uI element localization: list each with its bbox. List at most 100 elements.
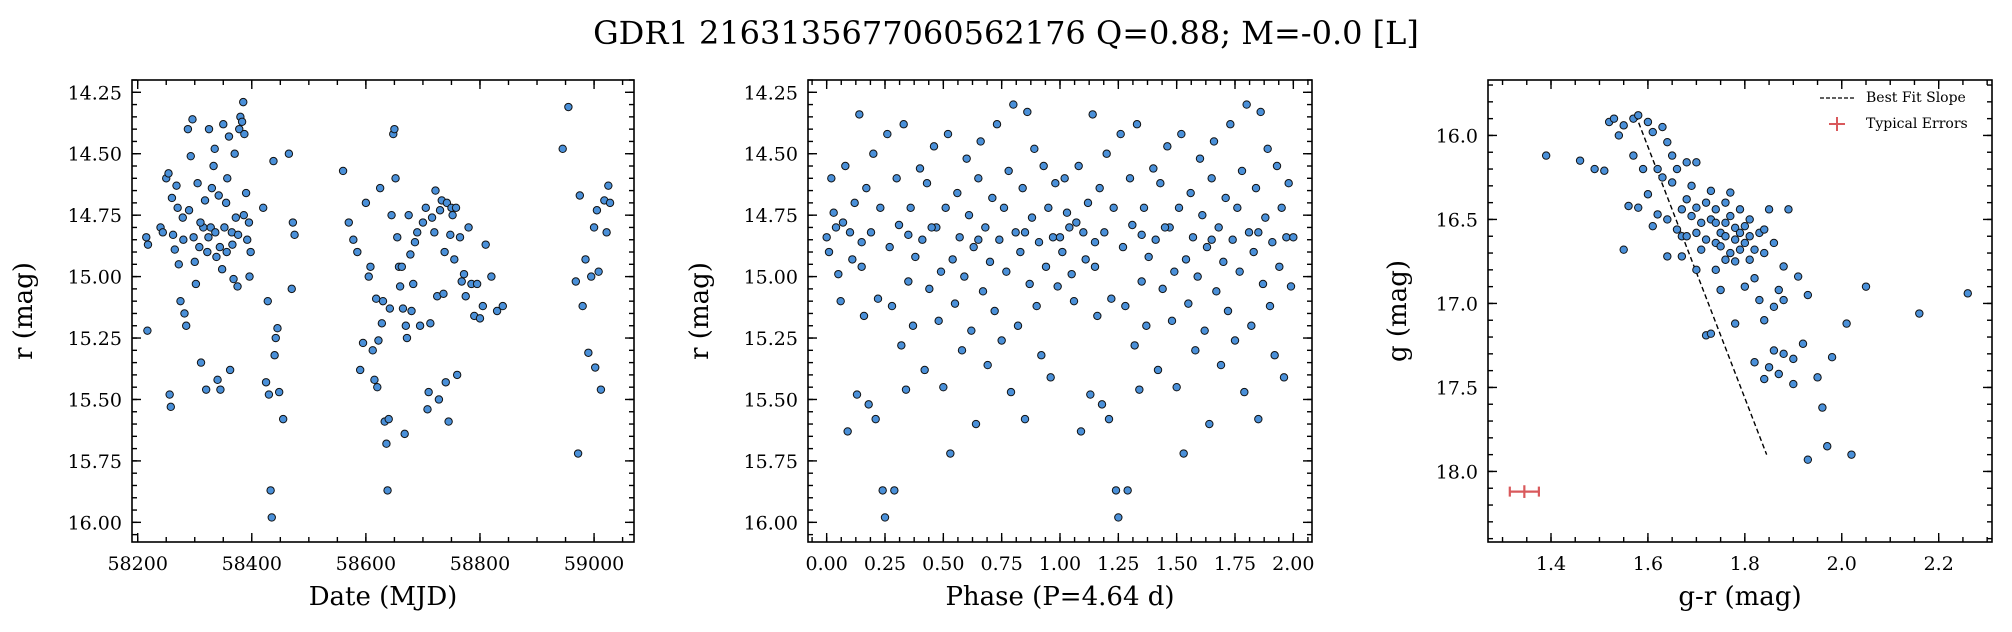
- data-point: [1069, 296, 1079, 306]
- data-point: [1823, 442, 1832, 451]
- data-point: [1289, 233, 1298, 242]
- data-point: [220, 223, 229, 232]
- data-point: [594, 267, 603, 276]
- x-tick-label: 58400: [222, 553, 282, 575]
- data-point: [487, 272, 496, 281]
- data-point: [1219, 257, 1228, 267]
- data-point: [391, 174, 400, 183]
- data-point: [1268, 237, 1277, 247]
- data-point: [1041, 262, 1051, 271]
- data-point: [1048, 233, 1058, 242]
- data-point: [925, 284, 934, 294]
- data-point: [439, 289, 448, 298]
- data-point: [827, 174, 836, 183]
- data-point: [415, 321, 425, 330]
- data-point: [377, 319, 387, 328]
- x-axis-label: Phase (P=4.64 d): [945, 582, 1174, 612]
- data-point: [284, 149, 294, 158]
- data-point: [1053, 282, 1062, 291]
- data-point: [233, 282, 242, 291]
- data-point: [173, 203, 182, 212]
- typical-error-bar: [1508, 485, 1540, 498]
- data-point: [1692, 228, 1701, 238]
- data-point: [224, 132, 234, 141]
- x-tick-label: 1.75: [1214, 553, 1256, 575]
- data-point: [894, 220, 904, 230]
- data-point: [378, 296, 388, 306]
- data-point: [1701, 235, 1711, 244]
- data-point: [852, 390, 862, 399]
- data-point: [829, 208, 838, 217]
- data-point: [843, 427, 852, 436]
- data-point: [266, 486, 275, 495]
- data-point: [1184, 299, 1193, 308]
- axes-frame: [1487, 79, 1993, 543]
- data-point: [1158, 284, 1167, 294]
- data-point: [203, 247, 212, 257]
- data-point: [1730, 257, 1740, 266]
- data-point: [269, 156, 278, 166]
- data-point: [990, 306, 999, 316]
- data-point: [1242, 100, 1251, 109]
- data-point: [571, 277, 581, 286]
- data-point: [962, 154, 971, 163]
- data-point: [908, 321, 918, 330]
- data-point: [587, 272, 596, 281]
- data-point: [1721, 232, 1730, 241]
- x-tick-label: 59000: [564, 553, 624, 575]
- data-point: [338, 166, 348, 176]
- data-point: [201, 385, 211, 394]
- data-point: [971, 419, 981, 429]
- data-point: [1016, 247, 1025, 257]
- data-point: [189, 233, 198, 242]
- y-tick-label: 16.00: [744, 512, 798, 534]
- data-point: [864, 400, 873, 409]
- data-point: [244, 218, 254, 227]
- data-point: [143, 240, 153, 249]
- data-point: [1677, 205, 1687, 214]
- data-point: [1779, 349, 1788, 359]
- data-point: [1235, 267, 1244, 276]
- data-point: [397, 262, 407, 271]
- data-point: [184, 206, 194, 215]
- data-point: [953, 188, 962, 198]
- data-point: [1687, 181, 1696, 191]
- data-point: [596, 385, 606, 394]
- data-point: [1109, 203, 1118, 212]
- data-point: [946, 449, 955, 458]
- data-point: [431, 186, 440, 195]
- data-point: [398, 304, 408, 313]
- data-point: [883, 129, 892, 139]
- data-point: [1730, 319, 1740, 328]
- data-point: [188, 115, 197, 124]
- data-point: [1256, 107, 1265, 117]
- data-point: [1721, 218, 1730, 228]
- data-point: [1263, 144, 1272, 154]
- data-point: [270, 351, 279, 360]
- data-point: [375, 183, 385, 193]
- data-point: [181, 321, 191, 330]
- data-point: [424, 387, 433, 397]
- y-tick-label: 15.25: [68, 328, 122, 350]
- data-point: [382, 439, 391, 448]
- data-point: [204, 233, 213, 242]
- data-point: [451, 203, 461, 212]
- data-point: [985, 257, 995, 267]
- data-point: [1789, 379, 1798, 389]
- data-point: [1629, 151, 1638, 160]
- data-point: [166, 402, 175, 412]
- data-point: [1065, 223, 1074, 232]
- data-point: [478, 301, 488, 311]
- data-point: [929, 142, 939, 151]
- data-point: [1228, 235, 1237, 244]
- data-point: [899, 120, 908, 129]
- data-point: [887, 301, 897, 311]
- data-point: [1216, 360, 1226, 370]
- data-point: [857, 262, 866, 271]
- data-point: [1279, 373, 1289, 382]
- data-point: [455, 233, 465, 242]
- y-tick-label: 15.50: [744, 389, 798, 411]
- data-point: [1193, 272, 1202, 281]
- data-point: [1614, 131, 1624, 140]
